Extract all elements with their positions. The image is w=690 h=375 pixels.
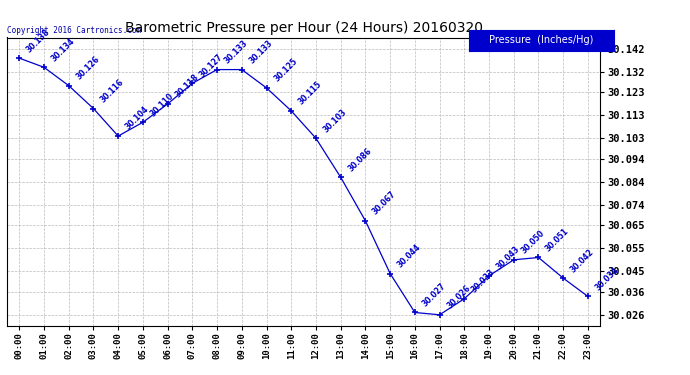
Text: 30.127: 30.127 — [198, 52, 225, 79]
Text: Pressure  (Inches/Hg): Pressure (Inches/Hg) — [489, 35, 594, 45]
Text: 30.116: 30.116 — [99, 77, 126, 104]
Text: 30.067: 30.067 — [371, 190, 398, 217]
Text: 30.133: 30.133 — [247, 39, 275, 65]
Text: 30.125: 30.125 — [272, 57, 299, 84]
Text: 30.042: 30.042 — [569, 247, 595, 274]
Title: Barometric Pressure per Hour (24 Hours) 20160320: Barometric Pressure per Hour (24 Hours) … — [125, 21, 482, 35]
Text: 30.051: 30.051 — [544, 226, 571, 254]
Text: 30.133: 30.133 — [223, 39, 250, 65]
Text: 30.110: 30.110 — [148, 91, 175, 118]
Text: 30.138: 30.138 — [25, 27, 52, 54]
Text: 30.026: 30.026 — [445, 284, 472, 310]
Text: 30.086: 30.086 — [346, 146, 373, 173]
Text: 30.050: 30.050 — [520, 229, 546, 256]
Text: 30.044: 30.044 — [395, 242, 423, 269]
Text: 30.134: 30.134 — [50, 36, 77, 63]
Text: 30.115: 30.115 — [297, 80, 324, 106]
Text: 30.033: 30.033 — [470, 268, 497, 295]
Text: 30.043: 30.043 — [495, 245, 522, 272]
Text: 30.126: 30.126 — [75, 54, 101, 81]
Text: 30.104: 30.104 — [124, 105, 150, 132]
Text: Copyright 2016 Cartronics.com: Copyright 2016 Cartronics.com — [7, 26, 141, 34]
Text: 30.103: 30.103 — [322, 107, 348, 134]
Text: 30.034: 30.034 — [593, 266, 620, 292]
Text: 30.118: 30.118 — [173, 73, 200, 100]
Text: 30.027: 30.027 — [420, 281, 447, 308]
